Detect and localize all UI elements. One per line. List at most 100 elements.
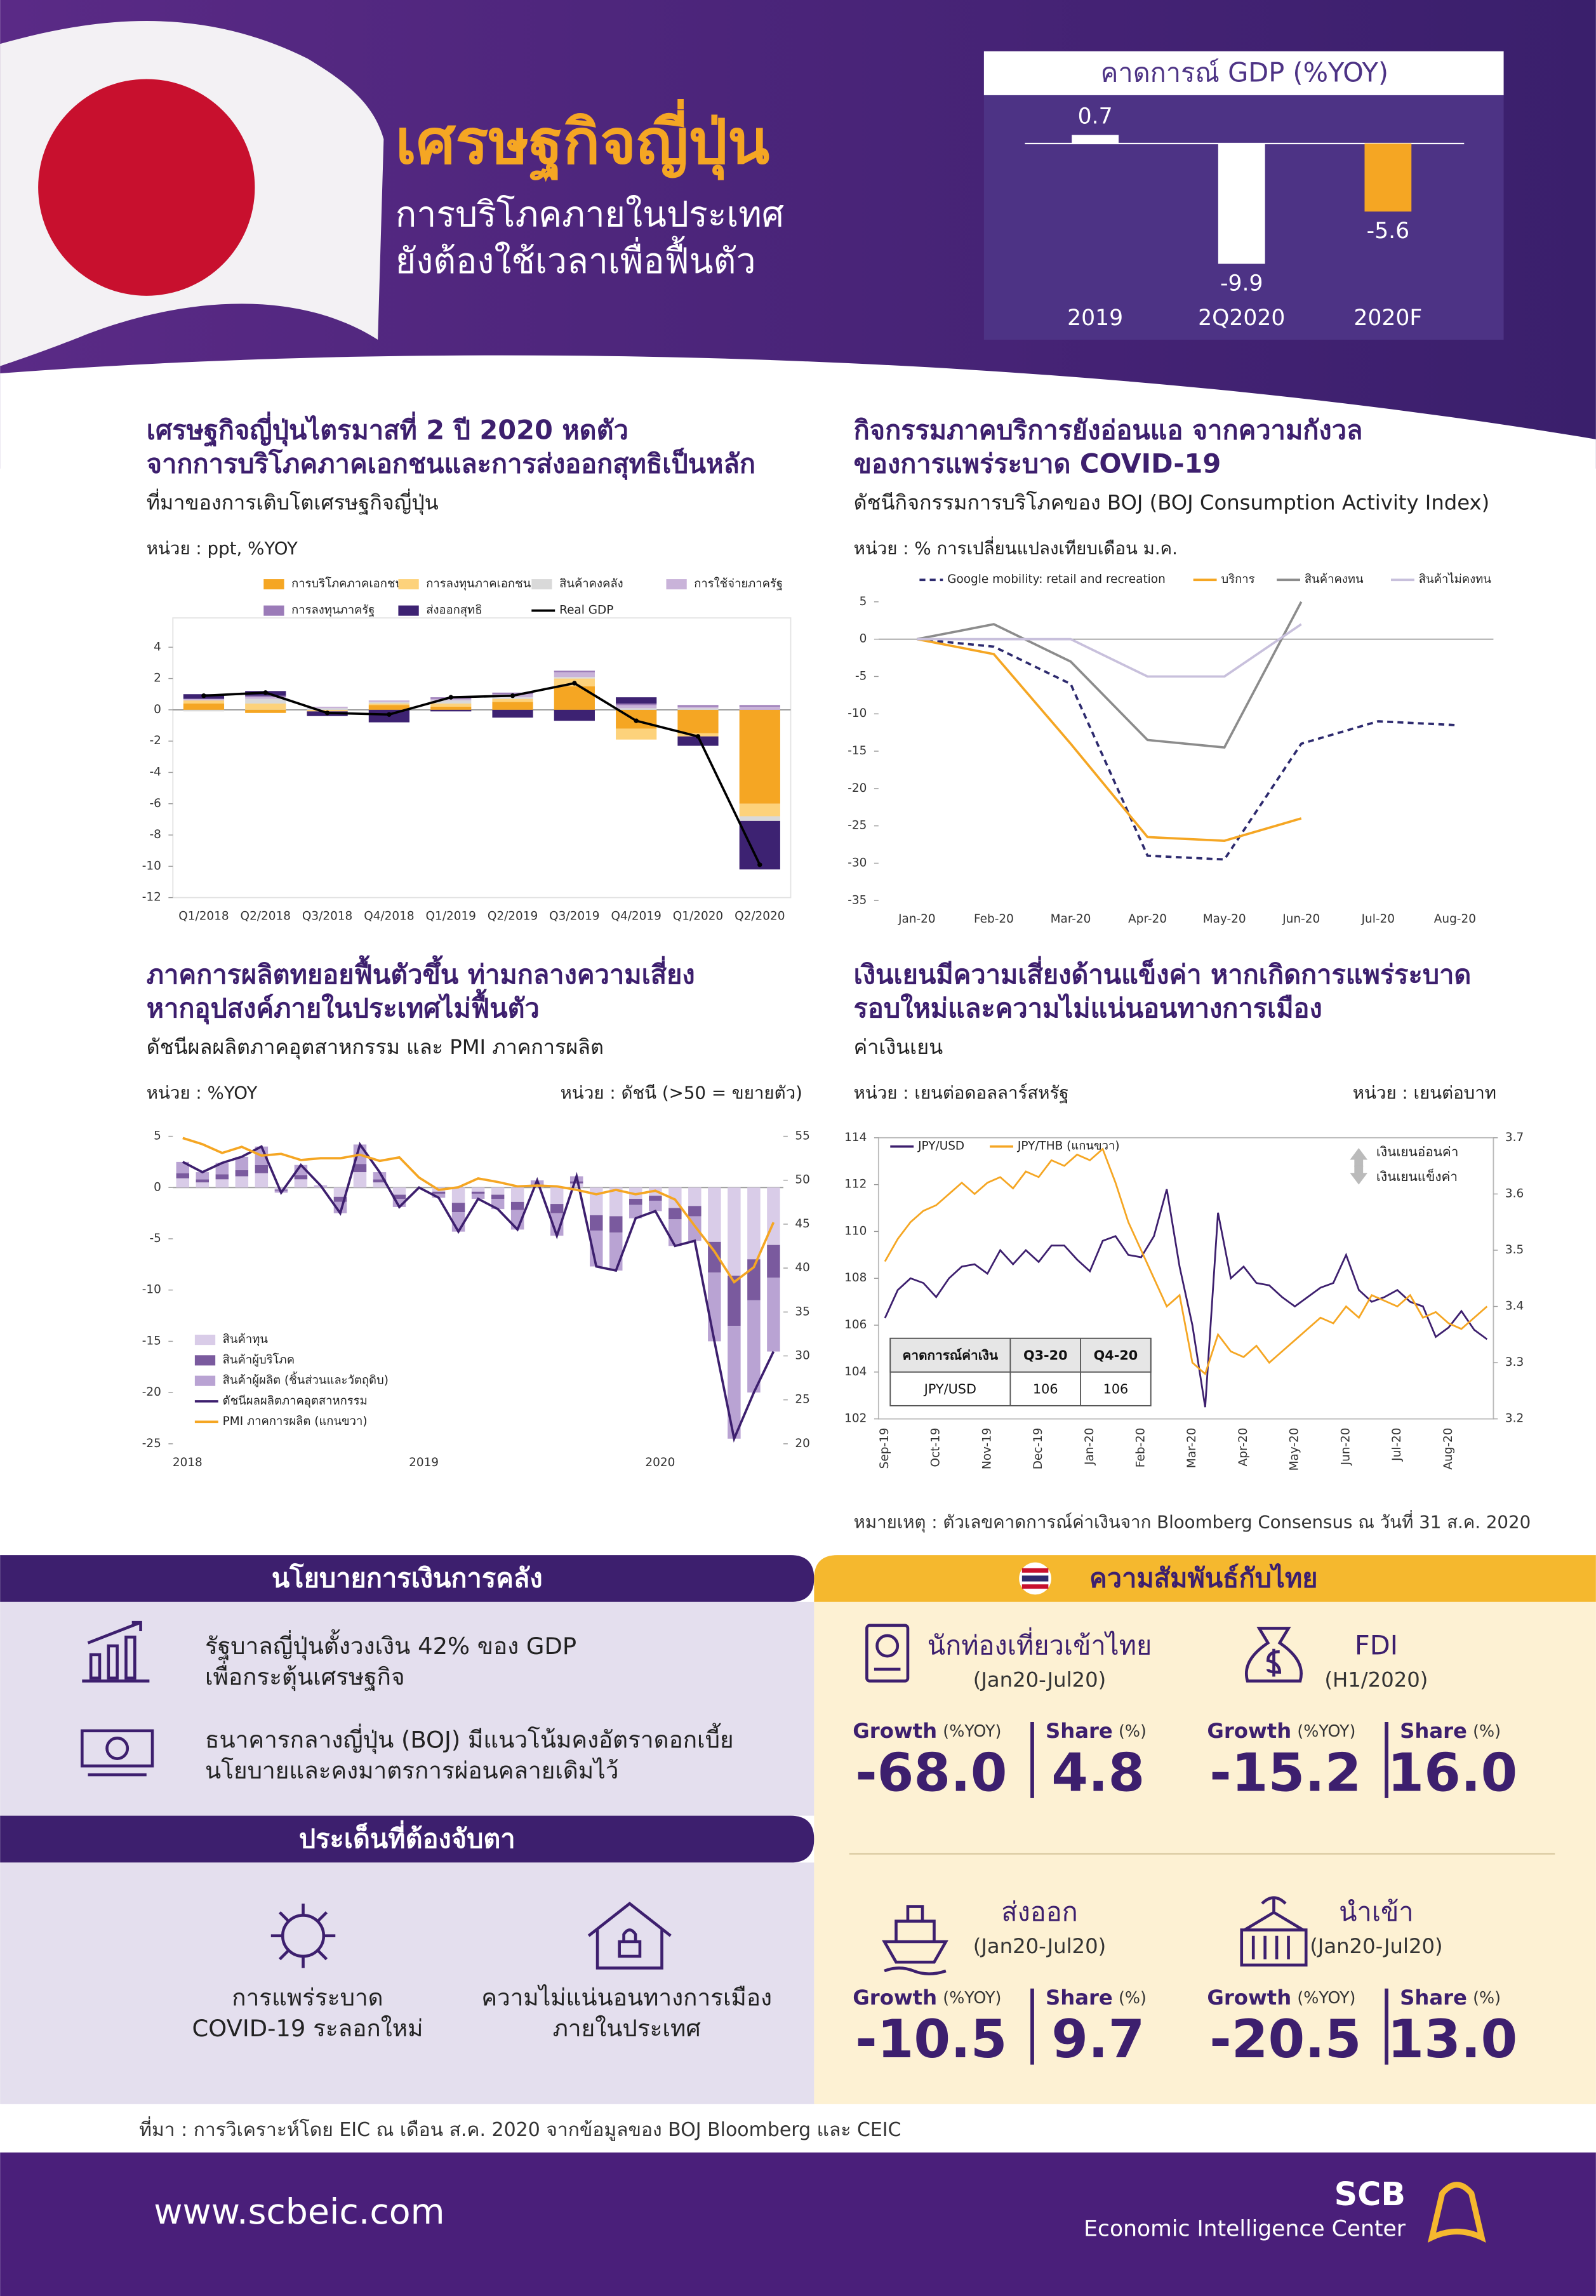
x-tick-label: Q3/2019 — [549, 910, 599, 923]
bar-segment — [708, 1187, 721, 1242]
bar-segment — [176, 1173, 190, 1178]
flag-sun — [38, 79, 255, 296]
legend-label: PMI ภาคการผลิต (แกนขวา) — [223, 1415, 368, 1428]
bar-segment — [183, 698, 225, 701]
subtitle: การบริโภคภายในประเทศ — [396, 194, 784, 235]
card-label: Growth — [1207, 1719, 1291, 1743]
section-title: เงินเยนมีความเสี่ยงด้านแข็งค่า หากเกิดกา… — [854, 956, 1472, 990]
legend-label: สินค้าไม่คงทน — [1419, 572, 1491, 586]
card-unit: (%) — [1119, 1988, 1147, 2007]
y-tick-label: 0 — [154, 703, 161, 716]
bar-segment — [235, 1156, 249, 1170]
x-tick-label: Aug-20 — [1442, 1427, 1455, 1469]
y-tick-label: 106 — [844, 1318, 867, 1332]
legend-swatch — [194, 1375, 216, 1386]
legend-label: สินค้าผู้บริโภค — [223, 1352, 295, 1366]
bar-segment — [616, 697, 657, 704]
bar-segment — [609, 1187, 623, 1217]
bar-segment — [373, 1182, 387, 1188]
bar-segment — [235, 1170, 249, 1177]
bar-segment — [677, 705, 719, 707]
bar-segment — [492, 698, 533, 702]
x-tick-label: Mar-20 — [1051, 912, 1091, 926]
bar-segment — [215, 1179, 229, 1188]
card-label: Growth — [853, 1719, 937, 1743]
y-tick-label: 3.5 — [1505, 1243, 1524, 1257]
bar-segment — [471, 1187, 485, 1192]
bar-segment — [183, 709, 225, 712]
bar-segment — [739, 706, 780, 710]
bar-segment — [245, 697, 286, 699]
legend-swatch — [398, 579, 419, 590]
bar-segment — [333, 1196, 347, 1202]
section-subtitle: ดัชนีกิจกรรมการบริโภคของ BOJ (BOJ Consum… — [854, 490, 1490, 514]
y-tick-label: 108 — [844, 1271, 867, 1285]
bar-segment — [432, 1191, 446, 1194]
bar-segment — [373, 1172, 387, 1180]
legend-label: ดัชนีผลผลิตภาคอุตสาหกรรม — [223, 1394, 368, 1408]
footer-url: www.scbeic.com — [154, 2192, 444, 2233]
x-tick-label: Q4/2019 — [611, 910, 661, 923]
card-number: -15.2 — [1209, 1742, 1361, 1803]
bar-segment — [491, 1187, 505, 1195]
table-header: Q3-20 — [1023, 1347, 1068, 1363]
bar-segment — [739, 705, 780, 707]
bar-segment — [183, 700, 225, 704]
y-tick-label: 3.2 — [1505, 1412, 1524, 1425]
y-tick-label: 3.3 — [1505, 1356, 1524, 1369]
x-tick-label: Sep-19 — [878, 1427, 891, 1469]
x-tick-label: Q1/2019 — [426, 910, 476, 923]
bar-segment — [569, 1181, 583, 1184]
bar-segment — [677, 736, 719, 746]
y-tick-label: 4 — [154, 640, 161, 653]
footer-org: Economic Intelligence Center — [1084, 2217, 1406, 2242]
series-line — [917, 601, 1303, 749]
section-title: เศรษฐกิจญี่ปุ่นไตรมาสที่ 2 ปี 2020 หดตัว — [147, 411, 628, 447]
bar-segment — [590, 1187, 603, 1215]
card-number: 9.7 — [1051, 2008, 1145, 2070]
x-tick-label: 2Q2020 — [1198, 305, 1285, 331]
plot-frame — [172, 617, 792, 898]
x-tick-label: 2019 — [1067, 305, 1123, 331]
panel-title: นโยบายการเงินการคลัง — [272, 1562, 543, 1593]
bar-segment — [333, 1187, 347, 1197]
y-tick-label: 3.7 — [1505, 1131, 1524, 1144]
bar-segment — [767, 1187, 780, 1245]
card-unit: (%YOY) — [943, 1988, 1001, 2007]
x-tick-label: Jan-20 — [898, 912, 936, 926]
policy-header — [0, 1555, 815, 1602]
x-tick-label: Q4/2018 — [364, 910, 414, 923]
annotation: เงินเยนอ่อนค่า — [1376, 1144, 1459, 1159]
x-tick-label: Dec-19 — [1032, 1427, 1045, 1469]
bar-segment — [629, 1199, 642, 1205]
table-cell: JPY/USD — [923, 1382, 976, 1397]
table-cell: 106 — [1033, 1382, 1058, 1397]
x-tick-label: Q2/2019 — [488, 910, 538, 923]
x-tick-label: Jun-20 — [1339, 1427, 1352, 1465]
series-line — [917, 637, 1302, 843]
card-unit: (%) — [1473, 1721, 1501, 1740]
bar-segment — [392, 1194, 406, 1199]
bar-segment — [430, 704, 472, 707]
fx-table-header — [889, 1337, 1152, 1373]
bar-segment — [368, 705, 410, 710]
bar-segment — [196, 1172, 209, 1180]
unit-label: หน่วย : % การเปลี่ยนแปลงเทียบเดือน ม.ค. — [854, 536, 1178, 559]
section-title: ของการแพร่ระบาด COVID-19 — [854, 448, 1221, 479]
marker — [387, 712, 392, 717]
bar-segment — [368, 702, 410, 704]
table-cell: 106 — [1103, 1382, 1129, 1397]
x-tick-label: Aug-20 — [1434, 912, 1476, 926]
bar-segment — [430, 709, 472, 712]
bar — [1072, 135, 1119, 144]
bar-segment — [550, 1213, 564, 1236]
y-tick-label: 55 — [795, 1130, 809, 1143]
icon-house — [587, 1902, 672, 1970]
bar-segment — [196, 1182, 209, 1188]
y-tick-label: 110 — [844, 1224, 867, 1238]
card-number: 16.0 — [1387, 1742, 1517, 1803]
title: เศรษฐกิจญี่ปุ่น — [396, 99, 769, 183]
bar-segment — [649, 1196, 662, 1201]
bar-segment — [728, 1326, 741, 1439]
icon-passport — [865, 1624, 910, 1683]
